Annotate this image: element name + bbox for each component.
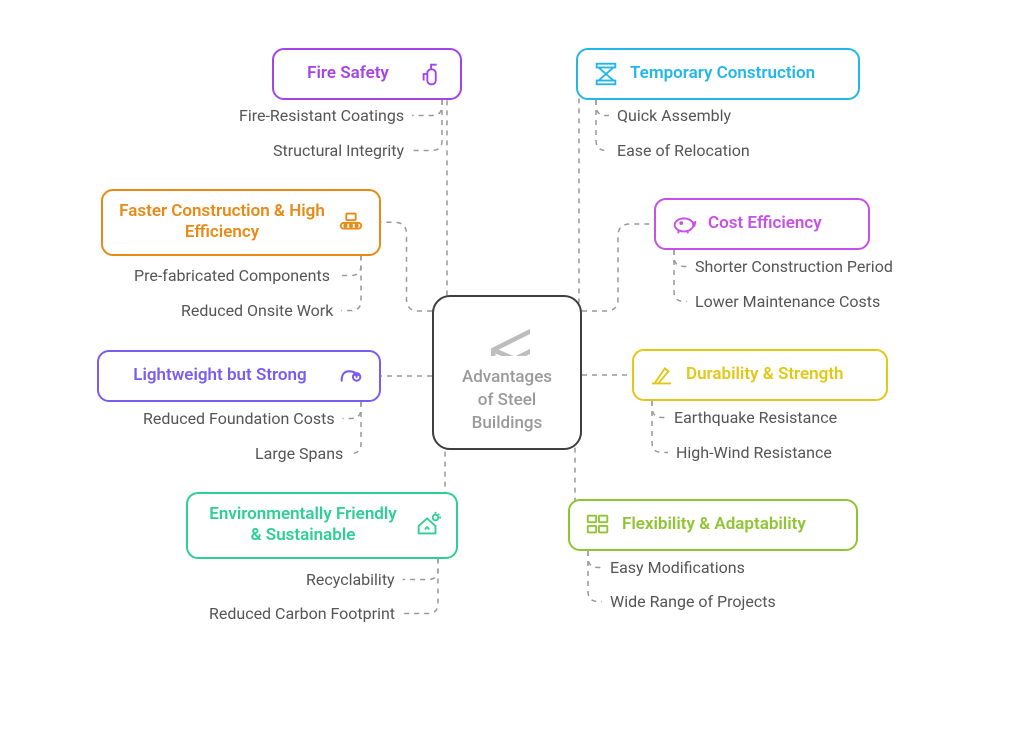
- sub-item: Lower Maintenance Costs: [695, 292, 880, 311]
- branch-temporary: Temporary Construction: [576, 48, 860, 100]
- branch-label: Temporary Construction: [630, 63, 844, 84]
- sub-item: Pre-fabricated Components: [134, 266, 330, 285]
- branch-durability: Durability & Strength: [632, 349, 888, 401]
- branch-cost: Cost Efficiency: [654, 198, 870, 250]
- sub-item: Fire-Resistant Coatings: [239, 106, 404, 125]
- steel-beam-icon: [484, 310, 530, 360]
- sub-item: Wide Range of Projects: [610, 592, 776, 611]
- branch-faster-construction: Faster Construction & High Efficiency: [101, 189, 381, 256]
- sub-item: Structural Integrity: [273, 141, 404, 160]
- scissor-lift-icon: [592, 60, 620, 88]
- branch-lightweight: Lightweight but Strong: [97, 350, 381, 402]
- sub-item: Quick Assembly: [617, 106, 731, 125]
- sub-item: Earthquake Resistance: [674, 408, 837, 427]
- mindmap-canvas: Advantagesof SteelBuildings Fire Safety F…: [0, 0, 1024, 730]
- sub-item: Reduced Onsite Work: [181, 301, 333, 320]
- branch-fire-safety: Fire Safety: [272, 48, 462, 100]
- center-node: Advantagesof SteelBuildings: [432, 295, 582, 450]
- branch-label: Lightweight but Strong: [113, 365, 327, 386]
- sub-item: High-Wind Resistance: [676, 443, 832, 462]
- sub-item: Recyclability: [306, 570, 395, 589]
- branch-environment: Environmentally Friendly & Sustainable: [186, 492, 458, 559]
- modules-icon: [584, 511, 612, 539]
- sub-item: Large Spans: [255, 444, 343, 463]
- sub-item: Ease of Relocation: [617, 141, 750, 160]
- sub-item: Reduced Carbon Footprint: [209, 604, 395, 623]
- branch-label: Flexibility & Adaptability: [622, 514, 842, 535]
- branch-label: Cost Efficiency: [708, 213, 854, 234]
- flex-arm-icon: [337, 362, 365, 390]
- center-label: Advantagesof SteelBuildings: [462, 366, 552, 435]
- branch-label: Durability & Strength: [686, 364, 872, 385]
- branch-label: Faster Construction & High Efficiency: [117, 201, 327, 244]
- branch-label: Fire Safety: [288, 63, 408, 84]
- sub-item: Easy Modifications: [610, 558, 745, 577]
- sub-item: Reduced Foundation Costs: [143, 409, 335, 428]
- branch-label: Environmentally Friendly & Sustainable: [202, 504, 404, 547]
- eco-house-icon: [414, 511, 442, 539]
- fire-extinguisher-icon: [418, 60, 446, 88]
- draft-pen-icon: [648, 361, 676, 389]
- conveyor-icon: [337, 208, 365, 236]
- branch-flexibility: Flexibility & Adaptability: [568, 499, 858, 551]
- piggy-bank-icon: [670, 210, 698, 238]
- sub-item: Shorter Construction Period: [695, 257, 893, 276]
